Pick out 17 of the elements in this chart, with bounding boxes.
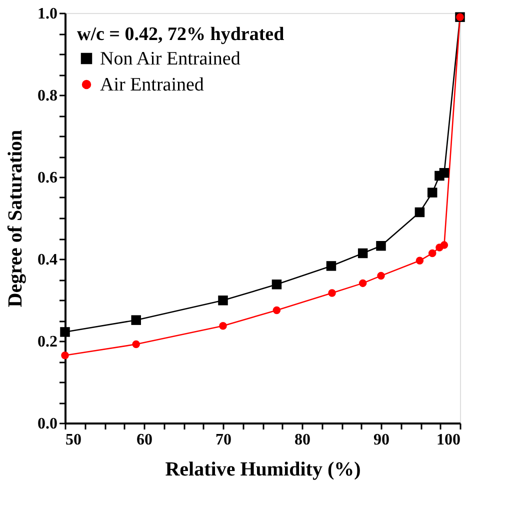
y-tick-label: 1.0 xyxy=(38,6,58,22)
x-tick-label: 50 xyxy=(66,432,82,448)
x-axis-title: Relative Humidity (%) xyxy=(165,458,361,480)
x-tick-label: 80 xyxy=(294,432,310,448)
x-tick-label: 60 xyxy=(136,432,152,448)
y-tick-label: 0.6 xyxy=(38,170,58,186)
legend-label: Air Entrained xyxy=(100,74,204,96)
legend-label: Non Air Entrained xyxy=(100,48,241,70)
y-tick-label: 0.2 xyxy=(38,334,58,350)
x-tick-label: 90 xyxy=(374,432,390,448)
y-tick-label: 0.4 xyxy=(38,252,58,268)
y-tick-label: 0.0 xyxy=(38,416,58,432)
legend-title: w/c = 0.42, 72% hydrated xyxy=(77,24,285,45)
x-tick-label: 100 xyxy=(436,432,460,448)
y-tick-label: 0.8 xyxy=(38,88,58,104)
y-axis-title: Degree of Saturation xyxy=(4,130,26,308)
x-tick-label: 70 xyxy=(216,432,232,448)
